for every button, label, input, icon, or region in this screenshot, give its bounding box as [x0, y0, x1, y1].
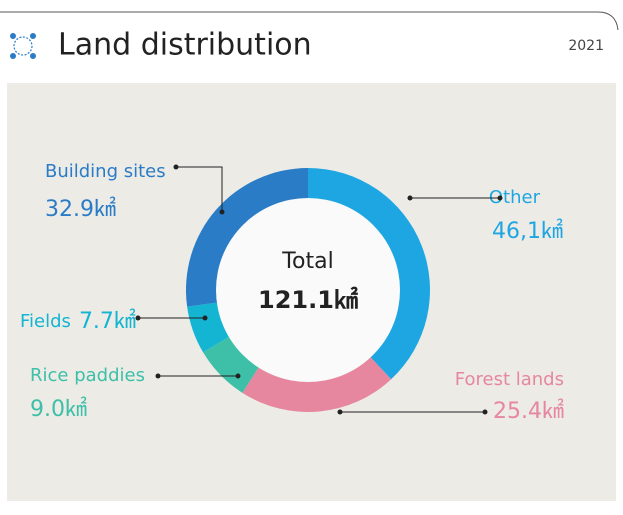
center-label: Total: [281, 249, 333, 274]
value-label: 25.4㎢: [493, 398, 564, 424]
header-year: 2021: [568, 38, 604, 54]
leader-dot: [482, 409, 488, 415]
total-label: 121.1㎢: [258, 286, 358, 314]
map-background: [216, 198, 400, 382]
category-label: Fields: [20, 311, 71, 332]
donut-segment: [186, 168, 308, 307]
header-border: [0, 11, 619, 31]
header-icon: [10, 33, 36, 59]
leader-dot: [497, 195, 503, 201]
leader-dot: [407, 195, 413, 201]
leader-dot: [155, 373, 161, 379]
category-label: Forest lands: [455, 369, 564, 390]
donut-segment: [308, 168, 430, 380]
donut-segment: [203, 334, 261, 393]
category-label: Building sites: [45, 161, 166, 182]
value-label: 32.9㎢: [45, 196, 116, 222]
leader-dot: [202, 315, 208, 321]
header-title: Land distribution: [58, 28, 312, 63]
leader-line: [176, 166, 223, 212]
value-label: 46,1㎢: [492, 218, 563, 244]
category-label: Other: [489, 187, 541, 208]
leader-dot: [337, 409, 343, 415]
category-label: Rice paddies: [30, 365, 145, 386]
leader-dot: [219, 209, 225, 215]
value-label: 7.7㎢: [79, 308, 136, 334]
leader-dot: [135, 315, 141, 321]
leader-dot: [173, 164, 179, 170]
value-label: 9.0㎢: [30, 396, 87, 422]
leader-dot: [235, 373, 241, 379]
